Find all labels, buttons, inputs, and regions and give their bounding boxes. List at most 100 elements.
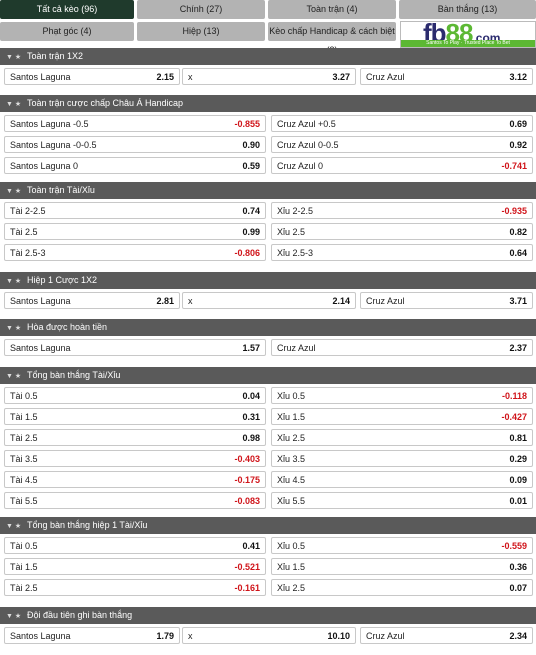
odds-cell[interactable]: Santos Laguna -0.5 -0.855 xyxy=(4,115,266,132)
tab-handicap[interactable]: Kèo chấp Handicap & cách biệt (3) xyxy=(268,22,396,55)
odds-cell[interactable]: Tài 2-2.5 0.74 xyxy=(4,202,266,219)
odds-value: -0.559 xyxy=(501,541,527,551)
section-title: Toàn trận 1X2 xyxy=(27,51,84,61)
tab-full-match[interactable]: Toàn trận (4) xyxy=(268,0,396,19)
odds-cell[interactable]: x 10.10 xyxy=(182,627,356,644)
section-title: Tổng bàn thắng hiệp 1 Tài/Xỉu xyxy=(27,520,148,530)
odds-cell[interactable]: Xỉu 5.5 0.01 xyxy=(271,492,533,509)
odds-value: 0.64 xyxy=(509,248,527,258)
selection-label: Xỉu 3.5 xyxy=(277,454,306,464)
selection-label: Tài 5.5 xyxy=(10,496,38,506)
odds-value: 0.09 xyxy=(509,475,527,485)
section-header-hiep-1-cuoc-1x2[interactable]: ▼ ★ Hiệp 1 Cược 1X2 xyxy=(0,272,536,289)
collapse-star-icon[interactable]: ▼ ★ xyxy=(6,101,22,108)
odds-cell[interactable]: Cruz Azul 3.12 xyxy=(360,68,533,85)
odds-cell[interactable]: Tài 1.5 0.31 xyxy=(4,408,266,425)
odds-cell[interactable]: Xỉu 1.5 0.36 xyxy=(271,558,533,575)
odds-value: 2.37 xyxy=(509,343,527,353)
odds-cell[interactable]: Tài 4.5 -0.175 xyxy=(4,471,266,488)
odds-value: 0.07 xyxy=(509,583,527,593)
odds-value: 2.81 xyxy=(156,296,174,306)
tab-halves[interactable]: Hiệp (13) xyxy=(137,22,265,41)
tab-corners[interactable]: Phạt góc (4) xyxy=(0,22,134,41)
odds-cell[interactable]: Tài 2.5-3 -0.806 xyxy=(4,244,266,261)
odds-cell[interactable]: Santos Laguna 1.79 xyxy=(4,627,180,644)
selection-label: Tài 1.5 xyxy=(10,412,38,422)
odds-cell[interactable]: x 2.14 xyxy=(182,292,356,309)
collapse-star-icon[interactable]: ▼ ★ xyxy=(6,188,22,195)
odds-value: 0.74 xyxy=(242,206,260,216)
selection-label: Tài 3.5 xyxy=(10,454,38,464)
section-header-hoa-duoc-hoan-tien[interactable]: ▼ ★ Hòa được hoàn tiền xyxy=(0,319,536,336)
selection-label: Xỉu 0.5 xyxy=(277,391,306,401)
odds-cell[interactable]: Santos Laguna -0-0.5 0.90 xyxy=(4,136,266,153)
odds-value: 0.36 xyxy=(509,562,527,572)
selection-label: Cruz Azul 0 xyxy=(277,161,324,171)
selection-label: Tài 2.5 xyxy=(10,583,38,593)
odds-value: -0.521 xyxy=(234,562,260,572)
selection-label: Tài 2.5 xyxy=(10,433,38,443)
odds-cell[interactable]: Tài 3.5 -0.403 xyxy=(4,450,266,467)
odds-cell[interactable]: Xỉu 2-2.5 -0.935 xyxy=(271,202,533,219)
odds-cell[interactable]: Xỉu 1.5 -0.427 xyxy=(271,408,533,425)
section-header-tong-ban-thang-hiep-1-tai-xiu[interactable]: ▼ ★ Tổng bàn thắng hiệp 1 Tài/Xỉu xyxy=(0,517,536,534)
odds-value: 0.41 xyxy=(242,541,260,551)
selection-label: x xyxy=(188,296,193,306)
odds-cell[interactable]: Cruz Azul +0.5 0.69 xyxy=(271,115,533,132)
collapse-star-icon[interactable]: ▼ ★ xyxy=(6,325,22,332)
odds-cell[interactable]: Tài 0.5 0.41 xyxy=(4,537,266,554)
selection-label: Tài 0.5 xyxy=(10,391,38,401)
odds-cell[interactable]: Santos Laguna 1.57 xyxy=(4,339,266,356)
odds-cell[interactable]: Tài 1.5 -0.521 xyxy=(4,558,266,575)
tab-main[interactable]: Chính (27) xyxy=(137,0,265,19)
selection-label: Tài 2.5-3 xyxy=(10,248,46,258)
odds-cell[interactable]: Xỉu 0.5 -0.118 xyxy=(271,387,533,404)
tab-all-markets[interactable]: Tất cả kèo (96) xyxy=(0,0,134,19)
odds-cell[interactable]: Xỉu 3.5 0.29 xyxy=(271,450,533,467)
odds-cell[interactable]: Cruz Azul 2.37 xyxy=(271,339,533,356)
section-header-tong-ban-thang-tai-xiu[interactable]: ▼ ★ Tổng bàn thắng Tài/Xỉu xyxy=(0,367,536,384)
selection-label: Tài 2.5 xyxy=(10,227,38,237)
collapse-star-icon[interactable]: ▼ ★ xyxy=(6,373,22,380)
odds-cell[interactable]: Santos Laguna 2.81 xyxy=(4,292,180,309)
collapse-star-icon[interactable]: ▼ ★ xyxy=(6,613,22,620)
odds-cell[interactable]: Santos Laguna 0 0.59 xyxy=(4,157,266,174)
odds-cell[interactable]: Xỉu 2.5 0.81 xyxy=(271,429,533,446)
odds-cell[interactable]: Cruz Azul 0-0.5 0.92 xyxy=(271,136,533,153)
selection-label: Santos Laguna xyxy=(10,343,71,353)
odds-value: 2.14 xyxy=(332,296,350,306)
odds-cell[interactable]: Xỉu 0.5 -0.559 xyxy=(271,537,533,554)
selection-label: Xỉu 2.5 xyxy=(277,227,306,237)
odds-value: -0.161 xyxy=(234,583,260,593)
section-header-toan-tran-1x2[interactable]: ▼ ★ Toàn trận 1X2 xyxy=(0,48,536,65)
section-title: Toàn trận cược chấp Châu Á Handicap xyxy=(27,98,184,108)
collapse-star-icon[interactable]: ▼ ★ xyxy=(6,54,22,61)
collapse-star-icon[interactable]: ▼ ★ xyxy=(6,523,22,530)
odds-value: 0.81 xyxy=(509,433,527,443)
odds-value: 0.04 xyxy=(242,391,260,401)
odds-cell[interactable]: Cruz Azul 3.71 xyxy=(360,292,533,309)
odds-cell[interactable]: Tài 2.5 -0.161 xyxy=(4,579,266,596)
odds-value: 0.29 xyxy=(509,454,527,464)
odds-cell[interactable]: Tài 5.5 -0.083 xyxy=(4,492,266,509)
odds-cell[interactable]: Tài 0.5 0.04 xyxy=(4,387,266,404)
odds-cell[interactable]: Xỉu 4.5 0.09 xyxy=(271,471,533,488)
selection-label: Tài 2-2.5 xyxy=(10,206,46,216)
tab-goals[interactable]: Bàn thắng (13) xyxy=(399,0,536,19)
section-header-toan-tran-cuoc-chap-chau-a-handicap[interactable]: ▼ ★ Toàn trận cược chấp Châu Á Handicap xyxy=(0,95,536,112)
odds-cell[interactable]: Xỉu 2.5-3 0.64 xyxy=(271,244,533,261)
odds-cell[interactable]: Xỉu 2.5 0.82 xyxy=(271,223,533,240)
selection-label: Tài 1.5 xyxy=(10,562,38,572)
section-header-toan-tran-tai-xiu[interactable]: ▼ ★ Toàn trận Tài/Xỉu xyxy=(0,182,536,199)
odds-cell[interactable]: Cruz Azul 0 -0.741 xyxy=(271,157,533,174)
odds-cell[interactable]: Xỉu 2.5 0.07 xyxy=(271,579,533,596)
odds-cell[interactable]: x 3.27 xyxy=(182,68,356,85)
section-header-doi-dau-tien-ghi-ban-thang[interactable]: ▼ ★ Đội đầu tiên ghi bàn thắng xyxy=(0,607,536,624)
odds-cell[interactable]: Santos Laguna 2.15 xyxy=(4,68,180,85)
odds-cell[interactable]: Cruz Azul 2.34 xyxy=(360,627,533,644)
selection-label: Tài 4.5 xyxy=(10,475,38,485)
collapse-star-icon[interactable]: ▼ ★ xyxy=(6,278,22,285)
odds-cell[interactable]: Tài 2.5 0.98 xyxy=(4,429,266,446)
odds-cell[interactable]: Tài 2.5 0.99 xyxy=(4,223,266,240)
section-title: Hiệp 1 Cược 1X2 xyxy=(27,275,97,285)
